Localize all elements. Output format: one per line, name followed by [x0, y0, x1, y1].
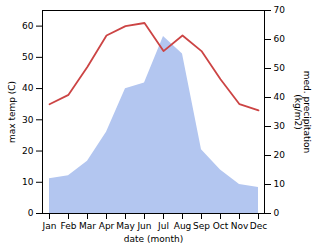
- svg-text:Dec: Dec: [250, 221, 267, 231]
- svg-text:50: 50: [22, 52, 34, 62]
- svg-text:med. precipitation(kg/m2): med. precipitation(kg/m2): [293, 71, 312, 153]
- svg-text:10: 10: [274, 179, 286, 189]
- svg-text:max temp (C): max temp (C): [7, 81, 17, 143]
- svg-text:Jul: Jul: [157, 221, 169, 231]
- svg-text:Feb: Feb: [61, 221, 77, 231]
- svg-text:Apr: Apr: [99, 221, 115, 231]
- svg-text:20: 20: [274, 150, 286, 160]
- svg-text:date (month): date (month): [124, 234, 183, 244]
- svg-text:Jan: Jan: [42, 221, 57, 231]
- svg-text:10: 10: [22, 177, 34, 187]
- svg-text:30: 30: [22, 115, 34, 125]
- svg-text:40: 40: [22, 83, 34, 93]
- svg-text:40: 40: [274, 92, 286, 102]
- svg-text:0: 0: [274, 208, 280, 218]
- svg-text:0: 0: [28, 208, 34, 218]
- svg-text:50: 50: [274, 63, 286, 73]
- svg-text:60: 60: [22, 21, 34, 31]
- svg-text:Aug: Aug: [174, 221, 192, 231]
- svg-text:70: 70: [274, 5, 286, 15]
- svg-text:30: 30: [274, 121, 286, 131]
- svg-text:Jun: Jun: [136, 221, 151, 231]
- svg-text:Mar: Mar: [79, 221, 96, 231]
- svg-text:60: 60: [274, 34, 286, 44]
- svg-text:May: May: [116, 221, 135, 231]
- svg-text:Nov: Nov: [231, 221, 249, 231]
- svg-text:Sep: Sep: [193, 221, 210, 231]
- svg-text:Oct: Oct: [213, 221, 229, 231]
- svg-text:20: 20: [22, 146, 34, 156]
